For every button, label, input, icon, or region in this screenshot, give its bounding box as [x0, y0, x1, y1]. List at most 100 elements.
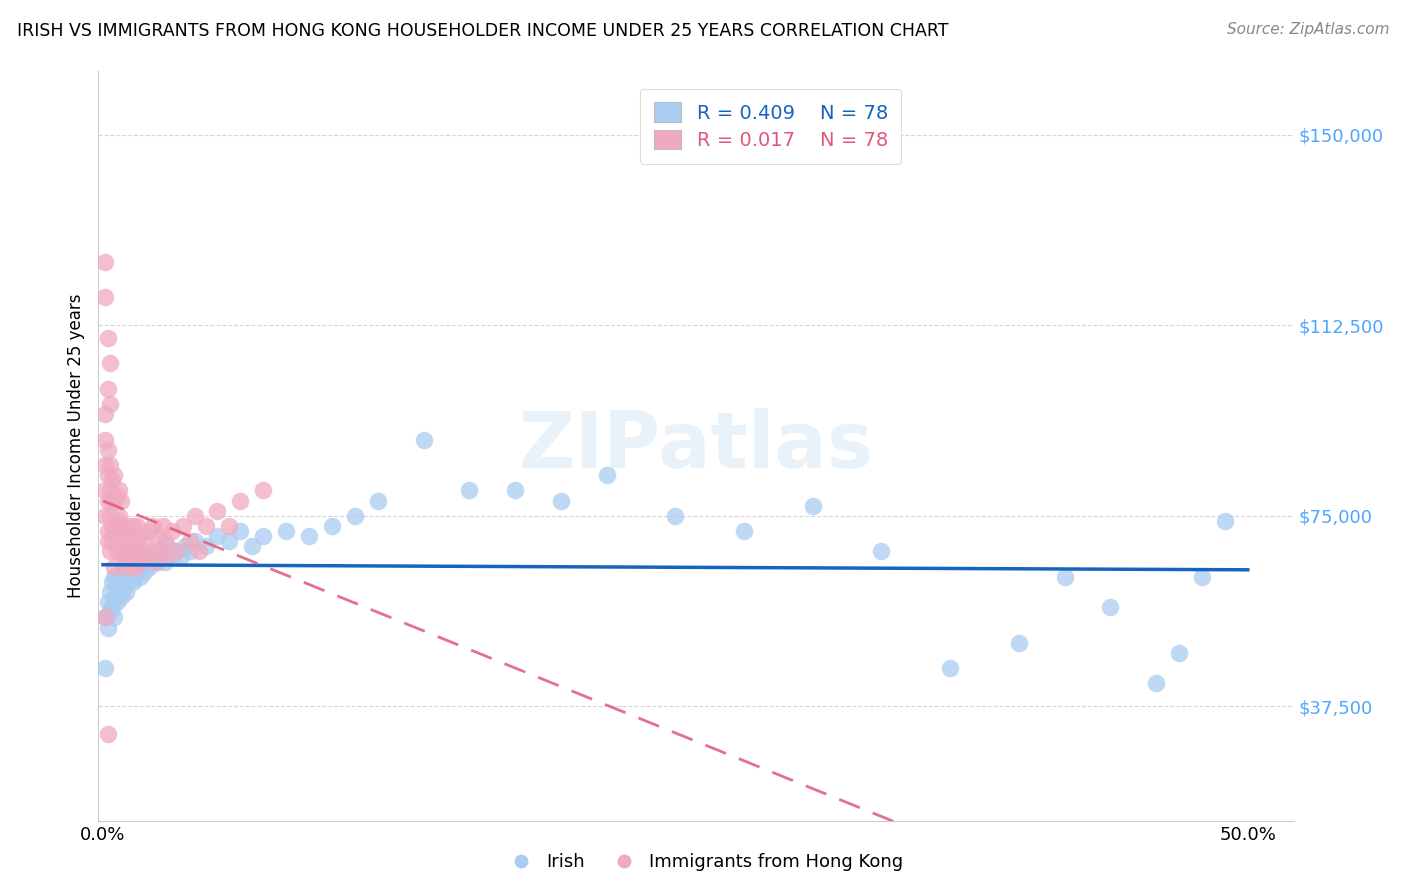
Point: [218, 519, 240, 533]
Point: [733, 524, 755, 538]
Point: [94, 610, 117, 624]
Point: [128, 570, 150, 584]
Point: [101, 519, 124, 533]
Point: [108, 570, 131, 584]
Point: [139, 549, 162, 564]
Point: [121, 574, 143, 589]
Point: [127, 519, 149, 533]
Point: [98, 606, 121, 620]
Point: [115, 534, 138, 549]
Point: [412, 433, 434, 447]
Text: IRISH VS IMMIGRANTS FROM HONG KONG HOUSEHOLDER INCOME UNDER 25 YEARS CORRELATION: IRISH VS IMMIGRANTS FROM HONG KONG HOUSE…: [17, 22, 949, 40]
Point: [134, 534, 156, 549]
Point: [103, 493, 125, 508]
Point: [98, 356, 121, 370]
Point: [103, 570, 125, 584]
Point: [195, 519, 218, 533]
Point: [105, 580, 128, 594]
Point: [115, 559, 138, 574]
Point: [94, 508, 117, 523]
Point: [1213, 514, 1236, 528]
Point: [195, 539, 218, 553]
Point: [121, 559, 143, 574]
Point: [94, 407, 117, 421]
Point: [98, 397, 121, 411]
Point: [94, 483, 117, 498]
Point: [229, 493, 252, 508]
Point: [179, 544, 201, 558]
Point: [110, 590, 132, 604]
Point: [146, 555, 169, 569]
Point: [124, 559, 146, 574]
Point: [97, 468, 120, 483]
Point: [188, 544, 211, 558]
Text: Source: ZipAtlas.com: Source: ZipAtlas.com: [1226, 22, 1389, 37]
Point: [121, 544, 143, 558]
Point: [108, 534, 131, 549]
Point: [1053, 570, 1076, 584]
Point: [142, 555, 165, 569]
Point: [870, 544, 893, 558]
Point: [276, 524, 298, 538]
Point: [172, 519, 194, 533]
Point: [1168, 646, 1191, 660]
Point: [97, 621, 120, 635]
Point: [124, 555, 146, 569]
Point: [595, 468, 617, 483]
Point: [207, 529, 229, 543]
Point: [153, 555, 176, 569]
Legend: R = 0.409    N = 78, R = 0.017    N = 78: R = 0.409 N = 78, R = 0.017 N = 78: [640, 88, 901, 163]
Point: [101, 600, 124, 615]
Point: [97, 493, 120, 508]
Point: [97, 534, 120, 549]
Point: [97, 331, 120, 345]
Point: [105, 595, 128, 609]
Point: [458, 483, 481, 498]
Point: [97, 727, 120, 741]
Point: [149, 544, 172, 558]
Point: [121, 519, 143, 533]
Point: [115, 585, 138, 599]
Point: [94, 610, 117, 624]
Point: [142, 519, 165, 533]
Point: [207, 504, 229, 518]
Point: [138, 559, 160, 574]
Point: [1144, 676, 1167, 690]
Point: [146, 529, 169, 543]
Point: [117, 544, 139, 558]
Point: [110, 493, 132, 508]
Point: [252, 483, 274, 498]
Point: [112, 524, 135, 538]
Point: [124, 534, 146, 549]
Point: [101, 493, 124, 508]
Point: [112, 559, 135, 574]
Point: [94, 661, 117, 675]
Point: [127, 549, 149, 564]
Point: [1008, 636, 1031, 650]
Point: [103, 559, 125, 574]
Point: [117, 559, 139, 574]
Point: [97, 382, 120, 396]
Point: [103, 524, 125, 538]
Point: [152, 544, 174, 558]
Point: [183, 508, 205, 523]
Point: [174, 539, 197, 553]
Point: [179, 534, 201, 549]
Point: [156, 549, 179, 564]
Point: [131, 559, 153, 574]
Point: [156, 539, 179, 553]
Point: [94, 290, 117, 304]
Y-axis label: Householder Income Under 25 years: Householder Income Under 25 years: [67, 293, 86, 599]
Point: [103, 468, 125, 483]
Point: [112, 580, 135, 594]
Point: [152, 519, 174, 533]
Point: [503, 483, 526, 498]
Point: [218, 534, 240, 549]
Point: [131, 544, 153, 558]
Point: [110, 565, 132, 579]
Point: [343, 508, 366, 523]
Point: [321, 519, 343, 533]
Point: [128, 555, 150, 569]
Point: [124, 570, 146, 584]
Point: [153, 534, 176, 549]
